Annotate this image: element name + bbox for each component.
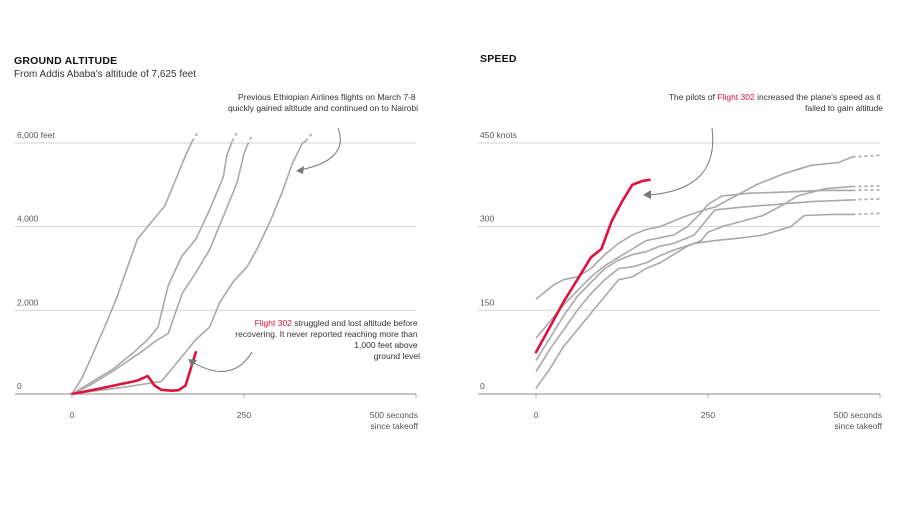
annotation-line: The pilots of (669, 92, 718, 102)
flight-302-altitude-arrow (191, 351, 253, 372)
speed-grid (478, 142, 880, 395)
annotation-line: ground level (374, 351, 420, 361)
altitude-y-tick-label: 2,000 (17, 297, 39, 307)
flight-302-altitude-arrowhead (188, 359, 197, 367)
altitude-y-tick-label: 0 (17, 381, 22, 391)
speed-flight-302-line (534, 178, 651, 354)
speed-previous-flight-continuation (852, 212, 881, 216)
speed-previous-flight-continuation (852, 185, 881, 188)
speed-chart-title: SPEED (480, 53, 517, 65)
speed-x-axis-unit-label: since takeoff (834, 421, 882, 431)
speed-previous-flight-continuation (852, 197, 881, 201)
speed-previous-flight-line (535, 199, 853, 361)
altitude-previous-flight-line (71, 140, 307, 395)
ground-altitude-chart: GROUND ALTITUDE From Addis Ababa's altit… (14, 55, 420, 431)
altitude-y-tick-label: 4,000 (17, 214, 39, 224)
altitude-previous-flight-continuation (231, 132, 238, 142)
altitude-chart-subtitle: From Addis Ababa's altitude of 7,625 fee… (14, 69, 196, 80)
speed-previous-flight-line (535, 185, 853, 389)
speed-x-tick-label: 0 (534, 410, 539, 420)
annotation-line: increased the plane's speed as it (755, 92, 882, 102)
speed-previous-flight-continuation (852, 154, 881, 158)
speed-y-tick-label: 0 (480, 381, 485, 391)
altitude-previous-flight-continuation (191, 132, 199, 142)
altitude-x-tick-label: 0 (70, 410, 75, 420)
altitude-annotation-previous-flights: Previous Ethiopian Airlines flights on M… (228, 92, 418, 113)
speed-chart: SPEED 0 150 300 450 knots 0 250 500 secondssin… (478, 53, 883, 431)
altitude-previous-flight-continuation (305, 132, 314, 142)
altitude-y-tick-label: 6,000 feet (17, 130, 55, 140)
altitude-grid (15, 142, 416, 395)
speed-y-tick-label: 450 knots (480, 130, 517, 140)
annotation-line: Previous Ethiopian Airlines flights on M… (238, 92, 416, 102)
altitude-x-axis-unit-label: since takeoff (370, 421, 418, 431)
speed-series (534, 154, 881, 389)
speed-previous-flight-line (535, 213, 853, 373)
previous-flights-arrow (299, 127, 341, 171)
altitude-x-tick-label: 500 seconds (370, 410, 418, 420)
annotation-line: 1,000 feet above (354, 340, 418, 350)
altitude-chart-title: GROUND ALTITUDE (14, 55, 117, 67)
speed-previous-flight-line (535, 189, 853, 339)
altitude-previous-flight-line (71, 140, 194, 395)
annotation-line: failed to gain altitude (805, 103, 883, 113)
speed-previous-flight-line (535, 156, 853, 300)
altitude-previous-flight-line (71, 144, 249, 395)
altitude-flight-302-line (70, 350, 198, 396)
flight-302-highlight: Flight 302 (255, 318, 293, 328)
previous-flights-arrowhead (296, 166, 304, 174)
speed-annotation-flight-302: The pilots of Flight 302 increased the p… (669, 92, 884, 113)
altitude-ticks: 0 2,000 4,000 6,000 feet 0 250 500 secondssinc… (17, 130, 419, 431)
altitude-series (70, 132, 314, 396)
altitude-x-tick-label: 250 (237, 410, 251, 420)
speed-annotation-arrow (647, 127, 714, 196)
annotation-line: quickly gained altitude and continued on… (228, 103, 418, 113)
altitude-previous-flight-line (71, 140, 234, 395)
speed-x-tick-label: 250 (701, 410, 715, 420)
annotation-line: struggled and lost altitude before (292, 318, 418, 328)
annotation-line: recovering. It never reported reaching m… (235, 329, 418, 339)
speed-previous-flight-continuation (852, 189, 881, 192)
speed-annotation-arrowhead (643, 190, 651, 199)
flight-302-highlight: Flight 302 (717, 92, 755, 102)
altitude-annotation-flight-302: Flight 302 struggled and lost altitude b… (235, 318, 420, 361)
speed-y-tick-label: 150 (480, 297, 494, 307)
speed-x-tick-label: 500 seconds (834, 410, 882, 420)
speed-y-tick-label: 300 (480, 214, 494, 224)
altitude-previous-flight-continuation (246, 134, 253, 146)
